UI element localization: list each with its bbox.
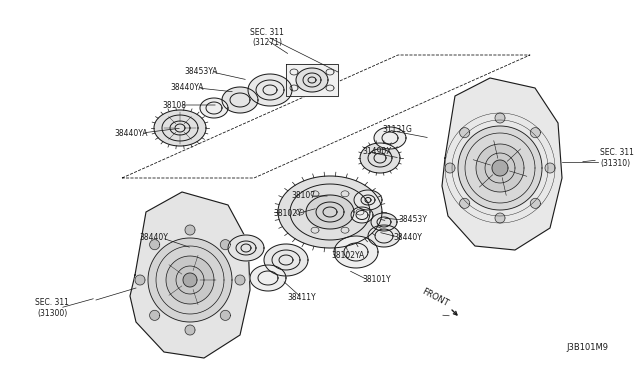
Polygon shape [185,325,195,335]
Text: 38440Y: 38440Y [393,232,422,241]
Polygon shape [531,198,540,208]
Text: 38440YA: 38440YA [170,83,204,93]
Text: SEC. 311
(31310): SEC. 311 (31310) [600,148,634,168]
Polygon shape [442,78,562,250]
Text: 38453Y: 38453Y [398,215,427,224]
Polygon shape [296,68,328,92]
Polygon shape [286,64,338,96]
Polygon shape [185,225,195,235]
Polygon shape [183,273,197,287]
Text: 38102Y: 38102Y [273,209,302,218]
Text: J3B101M9: J3B101M9 [566,343,608,353]
Polygon shape [220,240,230,250]
Polygon shape [360,143,400,173]
Polygon shape [495,213,505,223]
Polygon shape [228,235,264,261]
Polygon shape [445,163,455,173]
Text: 38102YA: 38102YA [332,251,365,260]
Polygon shape [492,160,508,176]
Polygon shape [264,244,308,276]
Polygon shape [351,207,373,223]
Polygon shape [368,225,400,247]
Polygon shape [545,163,555,173]
Polygon shape [334,236,378,268]
Polygon shape [148,238,232,322]
Polygon shape [200,98,228,118]
Text: 38440Y: 38440Y [139,234,168,243]
Polygon shape [476,144,524,192]
Polygon shape [458,126,542,210]
Polygon shape [235,275,245,285]
Polygon shape [354,190,382,210]
Text: SEC. 311
(31300): SEC. 311 (31300) [35,298,69,318]
Text: 31131G: 31131G [382,125,412,135]
Polygon shape [250,265,286,291]
Polygon shape [135,275,145,285]
Polygon shape [460,128,470,138]
Polygon shape [531,128,540,138]
Polygon shape [220,310,230,320]
Polygon shape [150,240,159,250]
Polygon shape [495,113,505,123]
Polygon shape [371,213,397,231]
Text: 38107: 38107 [292,192,316,201]
Text: FRONT: FRONT [420,287,450,309]
Polygon shape [374,127,406,149]
Polygon shape [248,74,292,106]
Text: 38108: 38108 [162,100,186,109]
Polygon shape [130,192,250,358]
Text: 31490X: 31490X [362,148,392,157]
Polygon shape [154,110,206,146]
Polygon shape [460,198,470,208]
Polygon shape [166,256,214,304]
Text: 38101Y: 38101Y [362,276,390,285]
Text: SEC. 311
(31271): SEC. 311 (31271) [250,28,284,47]
Text: 38411Y: 38411Y [288,294,316,302]
Text: 38453YA: 38453YA [184,67,218,77]
Polygon shape [306,195,354,229]
Polygon shape [278,176,382,248]
Text: 38440YA: 38440YA [115,128,148,138]
Polygon shape [222,87,258,113]
Polygon shape [150,310,159,320]
